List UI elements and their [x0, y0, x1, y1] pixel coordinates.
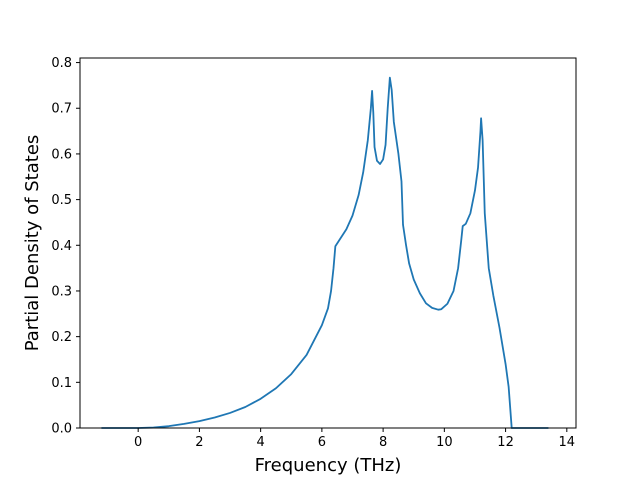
- plot-frame: [79, 57, 577, 429]
- x-tick-label: 4: [257, 435, 265, 450]
- y-tick-label: 0.3: [51, 284, 72, 299]
- x-tick-label: 0: [134, 435, 142, 450]
- y-tick-label: 0.2: [51, 330, 72, 345]
- y-tick-label: 0.6: [51, 147, 72, 162]
- y-axis-ticks: 0.0 0.1 0.2 0.3 0.4 0.5 0.6 0.7 0.8: [51, 56, 80, 437]
- x-axis-ticks: 0 2 4 6 8 10 12 14: [134, 428, 575, 450]
- series-line-0: [101, 76, 549, 429]
- y-tick-label: 0.0: [51, 422, 72, 437]
- y-tick-label: 0.7: [51, 102, 72, 117]
- y-tick-label: 0.8: [51, 56, 72, 71]
- x-tick-label: 6: [318, 435, 326, 450]
- x-tick-label: 10: [436, 435, 453, 450]
- y-tick-label: 0.5: [51, 193, 72, 208]
- y-tick-label: 0.4: [51, 239, 72, 254]
- x-tick-label: 2: [195, 435, 203, 450]
- y-tick-label: 0.1: [51, 376, 72, 391]
- y-axis-label: Partial Density of States: [22, 135, 43, 352]
- x-axis-label: Frequency (THz): [255, 455, 402, 476]
- x-tick-label: 12: [497, 435, 514, 450]
- plot-lines: [101, 76, 549, 429]
- x-tick-label: 8: [379, 435, 387, 450]
- x-tick-label: 14: [559, 435, 576, 450]
